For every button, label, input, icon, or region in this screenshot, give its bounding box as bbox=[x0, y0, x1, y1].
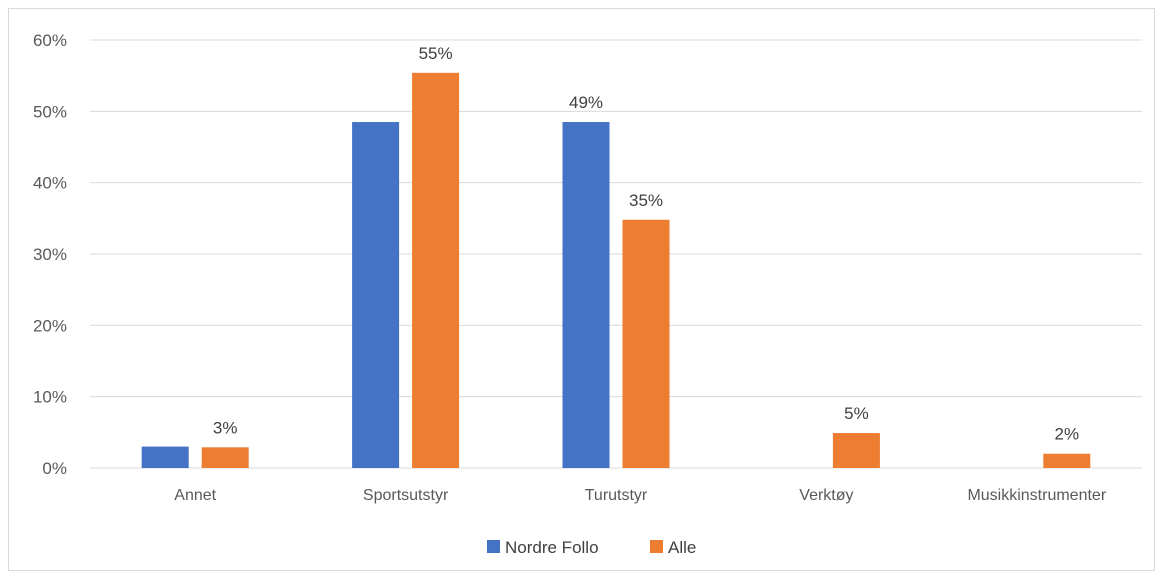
legend-swatch-nordre-follo bbox=[487, 540, 500, 553]
y-tick-label: 50% bbox=[33, 102, 67, 121]
legend: Nordre Follo Alle bbox=[487, 538, 696, 557]
y-tick-label: 10% bbox=[33, 388, 67, 407]
bar-nordre-follo-sportsutstyr bbox=[352, 122, 400, 469]
legend-label-alle: Alle bbox=[668, 538, 696, 557]
data-labels: 3% 55% 49% 35% 5% 2% bbox=[213, 44, 1079, 444]
data-label: 5% bbox=[844, 404, 869, 423]
bar-alle-turutstyr bbox=[622, 219, 670, 468]
x-category-label: Verktøy bbox=[799, 487, 853, 504]
bar-alle-musikkinstrumenter bbox=[1043, 453, 1091, 468]
gridlines bbox=[90, 39, 1142, 469]
bar-alle-annet bbox=[201, 447, 249, 468]
data-label: 35% bbox=[629, 191, 663, 210]
bar-nordre-follo-annet bbox=[141, 446, 189, 468]
data-label: 49% bbox=[569, 93, 603, 112]
y-tick-label: 40% bbox=[33, 174, 67, 193]
bar-nordre-follo-turutstyr bbox=[562, 122, 610, 469]
data-label: 55% bbox=[419, 44, 453, 63]
bar-alle-verktøy bbox=[832, 433, 880, 468]
x-category-label: Turutstyr bbox=[585, 487, 648, 504]
x-category-label: Sportsutstyr bbox=[363, 487, 449, 504]
y-tick-label: 60% bbox=[33, 31, 67, 50]
data-label: 2% bbox=[1055, 425, 1080, 444]
data-label: 3% bbox=[213, 418, 238, 437]
legend-label-nordre-follo: Nordre Follo bbox=[505, 538, 599, 557]
bar-alle-sportsutstyr bbox=[412, 72, 460, 469]
y-axis-tick-labels: 0% 10% 20% 30% 40% 50% 60% bbox=[33, 31, 67, 478]
bars bbox=[141, 72, 1091, 469]
legend-swatch-alle bbox=[650, 540, 663, 553]
y-tick-label: 0% bbox=[42, 459, 67, 478]
x-category-label: Musikkinstrumenter bbox=[967, 487, 1106, 504]
x-axis-category-labels: Annet Sportsutstyr Turutstyr Verktøy Musikki… bbox=[174, 487, 1107, 504]
x-category-label: Annet bbox=[174, 487, 216, 504]
y-tick-label: 30% bbox=[33, 245, 67, 264]
y-tick-label: 20% bbox=[33, 316, 67, 335]
